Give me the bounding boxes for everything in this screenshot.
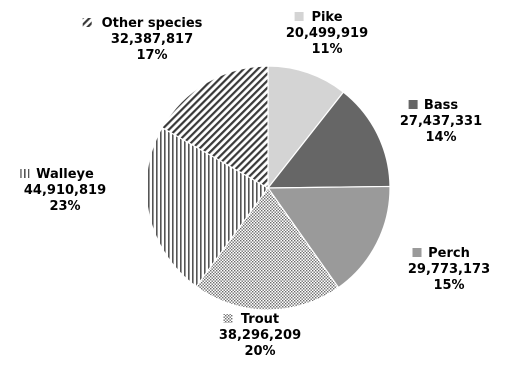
pie-slices xyxy=(145,65,391,311)
pie-slice-walleye xyxy=(145,126,269,288)
legend-swatch-other-species xyxy=(82,18,92,27)
pie-slice-trout xyxy=(195,186,340,311)
slice-value-pike: 20,499,919 xyxy=(286,26,368,41)
slice-value-walleye: 44,910,819 xyxy=(24,183,106,198)
legend-swatch-perch xyxy=(412,248,422,257)
slice-label-pike: Pike xyxy=(311,10,342,25)
legend-swatch-walleye xyxy=(20,169,30,178)
pie-slice-perch xyxy=(266,185,391,289)
pie-slice-other-species xyxy=(161,65,269,190)
slice-percent-pike: 11% xyxy=(311,42,342,57)
legend-swatch-pike xyxy=(294,12,304,21)
slice-label-bass: Bass xyxy=(424,98,458,113)
slice-label-walleye: Walleye xyxy=(36,167,94,182)
slice-percent-walleye: 23% xyxy=(49,199,80,214)
slice-percent-other-species: 17% xyxy=(136,48,167,63)
slice-value-other-species: 32,387,817 xyxy=(111,32,193,47)
slice-label-trout: Trout xyxy=(241,312,279,327)
slice-label-other-species: Other species xyxy=(102,16,203,31)
slice-value-perch: 29,773,173 xyxy=(408,262,490,277)
pie-slice-bass xyxy=(266,91,391,189)
legend-swatch-trout xyxy=(223,314,233,323)
slice-value-bass: 27,437,331 xyxy=(400,114,482,129)
pie-slice-pike xyxy=(267,65,345,190)
slice-percent-trout: 20% xyxy=(244,344,275,359)
slice-value-trout: 38,296,209 xyxy=(219,328,301,343)
pie-labels: Pike20,499,91911%Bass27,437,33114%Perch2… xyxy=(20,10,490,359)
slice-percent-perch: 15% xyxy=(433,278,464,293)
slice-percent-bass: 14% xyxy=(425,130,456,145)
legend-swatch-bass xyxy=(408,100,418,109)
slice-label-perch: Perch xyxy=(428,246,470,261)
